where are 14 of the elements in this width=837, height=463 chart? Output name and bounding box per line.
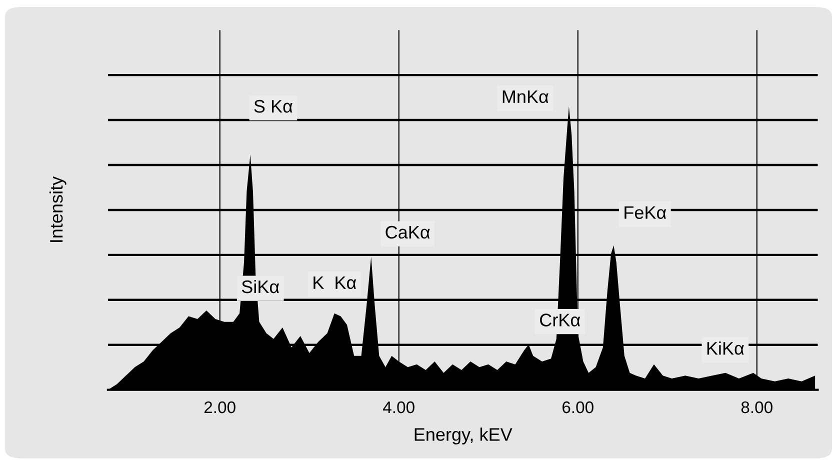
annotation: FeKα xyxy=(624,206,666,219)
annotation: CaKα xyxy=(386,226,430,239)
annotation: CrKα xyxy=(540,314,580,326)
x-tick-label: 4.00 xyxy=(383,401,414,414)
annotation: K Kα xyxy=(314,276,356,290)
y-axis-title: Intensity xyxy=(49,176,66,242)
x-axis-title: Energy, kEV xyxy=(414,428,512,444)
x-tick-label: 8.00 xyxy=(741,401,772,414)
x-tick-label: 6.00 xyxy=(562,401,594,414)
annotation: KiKα xyxy=(707,342,744,355)
x-tick-label: 2.00 xyxy=(204,401,236,414)
annotation: SiKα xyxy=(242,280,280,294)
annotation: S Kα xyxy=(254,100,292,113)
annotation: MnKα xyxy=(502,90,548,104)
